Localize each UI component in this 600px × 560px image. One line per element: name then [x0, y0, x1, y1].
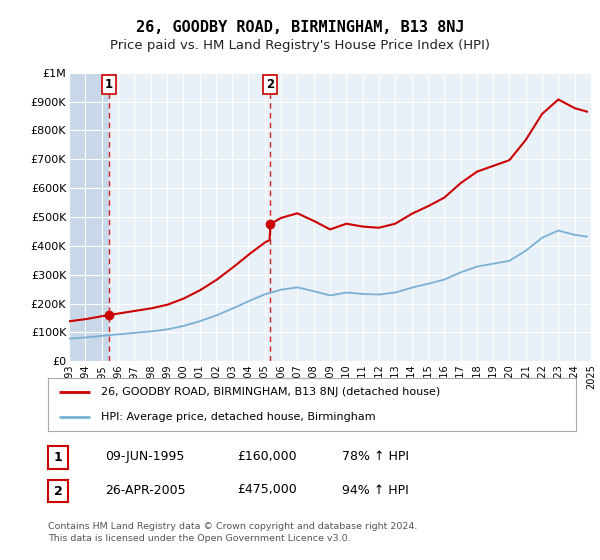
Text: 2: 2 [53, 484, 62, 498]
Text: 2: 2 [266, 78, 274, 91]
Text: Contains HM Land Registry data © Crown copyright and database right 2024.
This d: Contains HM Land Registry data © Crown c… [48, 522, 418, 543]
Text: 1: 1 [53, 451, 62, 464]
Text: 94% ↑ HPI: 94% ↑ HPI [342, 483, 409, 497]
Text: 26, GOODBY ROAD, BIRMINGHAM, B13 8NJ (detached house): 26, GOODBY ROAD, BIRMINGHAM, B13 8NJ (de… [101, 388, 440, 398]
Text: £475,000: £475,000 [237, 483, 297, 497]
Text: Price paid vs. HM Land Registry's House Price Index (HPI): Price paid vs. HM Land Registry's House … [110, 39, 490, 52]
Text: £160,000: £160,000 [237, 450, 296, 463]
Text: 09-JUN-1995: 09-JUN-1995 [105, 450, 184, 463]
Text: 1: 1 [105, 78, 113, 91]
Text: 26, GOODBY ROAD, BIRMINGHAM, B13 8NJ: 26, GOODBY ROAD, BIRMINGHAM, B13 8NJ [136, 20, 464, 35]
Text: HPI: Average price, detached house, Birmingham: HPI: Average price, detached house, Birm… [101, 412, 376, 422]
Text: 26-APR-2005: 26-APR-2005 [105, 483, 185, 497]
Text: 78% ↑ HPI: 78% ↑ HPI [342, 450, 409, 463]
